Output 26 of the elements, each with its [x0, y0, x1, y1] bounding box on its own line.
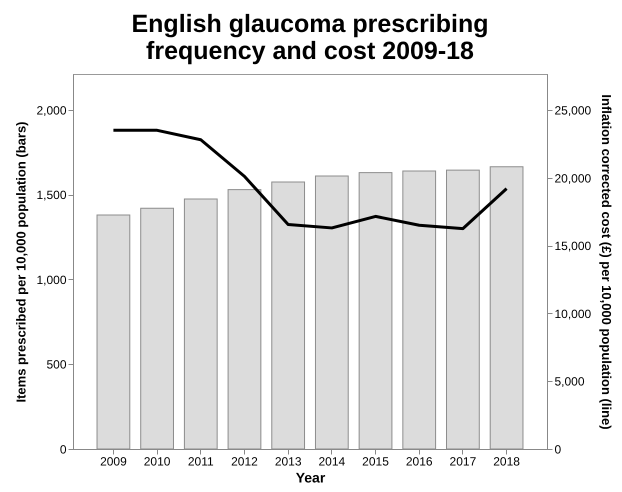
- x-tick-label: 2010: [144, 454, 171, 468]
- y-tick-label: 2,000: [36, 103, 67, 118]
- y-tick-label: 1,000: [36, 272, 67, 287]
- y-tick-label: 1,500: [36, 188, 67, 202]
- x-tick-label: 2015: [362, 454, 390, 468]
- x-tick-label: 2013: [274, 454, 302, 468]
- chart-title: English glaucoma prescribing frequency and cost 2009-18: [131, 10, 489, 65]
- y2-tick-label: 5,000: [554, 374, 585, 389]
- x-axis-title: Year: [296, 470, 326, 486]
- y-tick-label: 0: [60, 442, 67, 456]
- x-tick-label: 2018: [493, 454, 520, 468]
- y2-tick-label: 25,000: [554, 103, 592, 118]
- x-tick-label: 2016: [406, 454, 433, 468]
- y2-tick-label: 0: [554, 442, 562, 456]
- x-tick-label: 2014: [318, 454, 346, 468]
- x-tick-label: 2011: [188, 454, 214, 468]
- x-tick-label: 2012: [231, 454, 258, 468]
- x-tick-label: 2017: [450, 454, 477, 468]
- y2-axis-title: Inflation corrected cost (£) per 10,000 population (line): [599, 94, 614, 430]
- line-series: [112, 128, 508, 230]
- y-tick-label: 500: [46, 358, 67, 372]
- y2-tick-label: 15,000: [554, 239, 592, 254]
- y2-tick-label: 10,000: [554, 306, 592, 321]
- x-tick-label: 2009: [100, 454, 128, 468]
- y-axis-title: Items prescribed per 10,000 population (bars): [13, 121, 28, 403]
- y2-tick-label: 20,000: [554, 171, 592, 186]
